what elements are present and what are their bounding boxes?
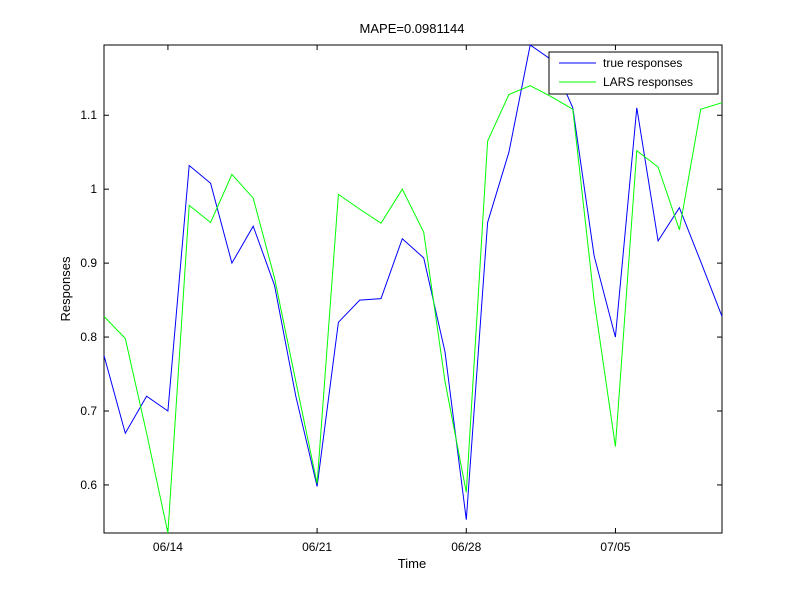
series-layer xyxy=(103,44,723,534)
chart-title: MAPE=0.0981144 xyxy=(360,21,465,36)
x-tick-label: 06/14 xyxy=(153,540,183,554)
y-axis: 0.6 0.7 0.8 0.9 1 1.1 xyxy=(80,108,722,492)
y-tick-label: 0.8 xyxy=(80,330,97,344)
legend: true responses LARS responses xyxy=(548,51,719,95)
legend-label-true-responses: true responses xyxy=(603,56,682,70)
series-line-lars-responses xyxy=(103,85,723,534)
y-tick-label: 0.6 xyxy=(80,478,97,492)
x-tick-label: 07/05 xyxy=(600,540,630,554)
x-tick-label: 06/28 xyxy=(451,540,481,554)
legend-box xyxy=(548,51,719,95)
y-axis-label: Responses xyxy=(58,256,73,322)
y-tick-label: 0.7 xyxy=(80,404,97,418)
y-tick-label: 1 xyxy=(90,182,97,196)
x-axis-label: Time xyxy=(398,556,426,571)
plot-area xyxy=(103,44,723,534)
y-tick-label: 0.9 xyxy=(80,256,97,270)
series-line-true-responses xyxy=(103,44,723,520)
legend-label-lars-responses: LARS responses xyxy=(603,75,693,89)
x-tick-label: 06/21 xyxy=(302,540,332,554)
x-axis: 06/14 06/21 06/28 07/05 xyxy=(153,45,631,554)
y-tick-label: 1.1 xyxy=(80,108,97,122)
